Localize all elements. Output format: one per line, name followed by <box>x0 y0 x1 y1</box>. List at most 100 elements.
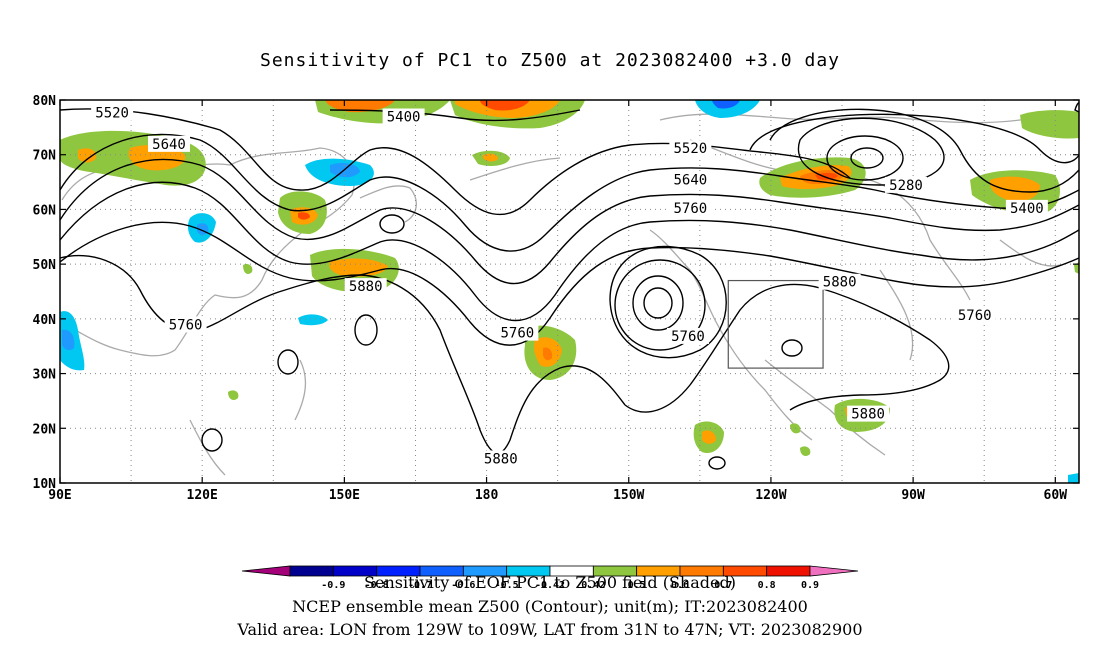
contour-label: 5760 <box>501 326 535 342</box>
colorbar-label: -0.5 <box>495 580 519 591</box>
contour-label: 5760 <box>958 308 992 324</box>
contour-high <box>708 456 726 470</box>
caption-valid-area: Valid area: LON from 129W to 109W, LAT f… <box>237 620 863 639</box>
lat-label: 80N <box>33 94 57 109</box>
contour-5640 <box>60 133 1079 252</box>
contour-low-mid <box>632 275 684 331</box>
contour-low-outer <box>614 259 706 351</box>
contour-label-bg <box>666 327 709 344</box>
contour-label-bg <box>669 140 712 157</box>
shade-positive-core <box>989 176 1040 202</box>
shade-positive-core <box>325 100 395 113</box>
lat-label: 20N <box>33 422 57 437</box>
shade-positive <box>228 390 239 400</box>
contour-high <box>379 214 405 234</box>
lon-label: 120W <box>755 488 786 503</box>
contour-label: 5760 <box>671 329 705 345</box>
contour-label-bg <box>1005 199 1048 216</box>
shade-positive-core <box>78 148 97 163</box>
plot-frame <box>59 99 1080 484</box>
contour-label-bg <box>847 405 890 422</box>
contour-label-bg <box>818 273 861 290</box>
contour-label-bg <box>382 108 425 125</box>
contour-5520 <box>60 108 851 216</box>
lat-label: 40N <box>33 313 57 328</box>
contour-high <box>277 349 299 375</box>
shade-positive <box>1020 110 1079 139</box>
lat-label: 50N <box>33 258 57 273</box>
contour-label: 5400 <box>387 110 421 126</box>
colorbar-label: -0.6 <box>451 580 475 591</box>
colorbar-label: 0.5 <box>628 580 646 591</box>
contour-label: 5520 <box>95 106 129 122</box>
colorbar-label: -0.9 <box>321 580 345 591</box>
contour-label: 5880 <box>484 451 518 467</box>
lon-label: 60W <box>1044 488 1068 503</box>
colorbar-label: 0.9 <box>801 580 819 591</box>
contour-high <box>781 339 803 357</box>
lon-label: 120E <box>187 488 218 503</box>
lon-label: 180 <box>475 488 499 503</box>
lon-label: 90E <box>48 488 71 503</box>
contour-label-bg <box>344 278 387 295</box>
lat-label: 60N <box>33 203 57 218</box>
shade-negative-core <box>712 100 740 109</box>
contour-5700 <box>60 158 1079 285</box>
contour-label: 5760 <box>169 317 203 333</box>
colorbar-label: 0.42 <box>581 580 605 591</box>
lat-label: 30N <box>33 368 57 383</box>
contour-5400-east <box>769 108 1079 193</box>
contour-5760 <box>60 181 1079 322</box>
caption-shading: Sensitivity of EOF PC1 to Z500 field (Sh… <box>364 573 736 592</box>
lat-label: 10N <box>33 477 57 492</box>
contour-label-bg <box>669 199 712 216</box>
shade-negative-core <box>62 329 75 351</box>
caption-contour: NCEP ensemble mean Z500 (Contour); unit(… <box>292 597 808 616</box>
map-title: Sensitivity of PC1 to Z500 at 2023082400… <box>259 50 840 71</box>
colorbar-label: -0.8 <box>365 580 389 591</box>
contour-label: 5880 <box>349 279 383 295</box>
contour-label: 5760 <box>673 201 707 217</box>
contour-5400 <box>329 109 581 122</box>
colorbar-end-high <box>809 565 859 577</box>
contour-5280-inner <box>850 147 884 169</box>
contour-5280 <box>826 135 904 181</box>
shade-negative <box>298 314 328 326</box>
contour-label: 5880 <box>851 407 885 423</box>
shade-negative <box>1068 473 1079 483</box>
colorbar-label: -0.7 <box>408 580 432 591</box>
contour-label-bg <box>91 104 134 121</box>
contour-5460 <box>749 113 1079 164</box>
shade-positive-core <box>702 430 716 444</box>
shade-positive-core <box>543 347 553 361</box>
contour-labels: 5520 5640 5400 5520 5640 5760 5280 5400 5880 5880… <box>91 104 1048 467</box>
contour-low-5760 <box>609 245 727 359</box>
shade-positive-core <box>298 212 310 220</box>
colorbar-label: 0.6 <box>671 580 689 591</box>
contour-label: 5520 <box>673 141 707 157</box>
contour-label-bg <box>148 135 191 152</box>
shade-positive-core <box>480 100 530 111</box>
shade-positive <box>243 263 253 274</box>
lon-label: 150W <box>613 488 644 503</box>
contour-label: 5640 <box>673 172 707 188</box>
valid-area-box <box>727 279 824 369</box>
contour-high <box>201 428 223 452</box>
contour-label: 5880 <box>823 275 857 291</box>
shade-positive <box>800 446 811 456</box>
contour-5880-east <box>624 283 950 413</box>
contour-label-bg <box>953 307 996 324</box>
contour-5800 <box>60 221 1079 346</box>
contour-label-bg <box>479 450 522 467</box>
colorbar-label: 0.7 <box>714 580 732 591</box>
contour-label-bg <box>496 324 539 341</box>
shade-negative <box>695 100 760 118</box>
contour-label: 5280 <box>889 178 923 194</box>
contour-ring <box>1074 102 1079 113</box>
colorbar-label: -0.42 <box>535 580 565 591</box>
colorbar: -0.9 -0.8 -0.7 -0.6 -0.5 -0.42 0.42 0.5 0.6 0.7 0.… <box>241 565 859 591</box>
colorbar-label: 0.8 <box>758 580 776 591</box>
contour-label: 5640 <box>152 137 186 153</box>
